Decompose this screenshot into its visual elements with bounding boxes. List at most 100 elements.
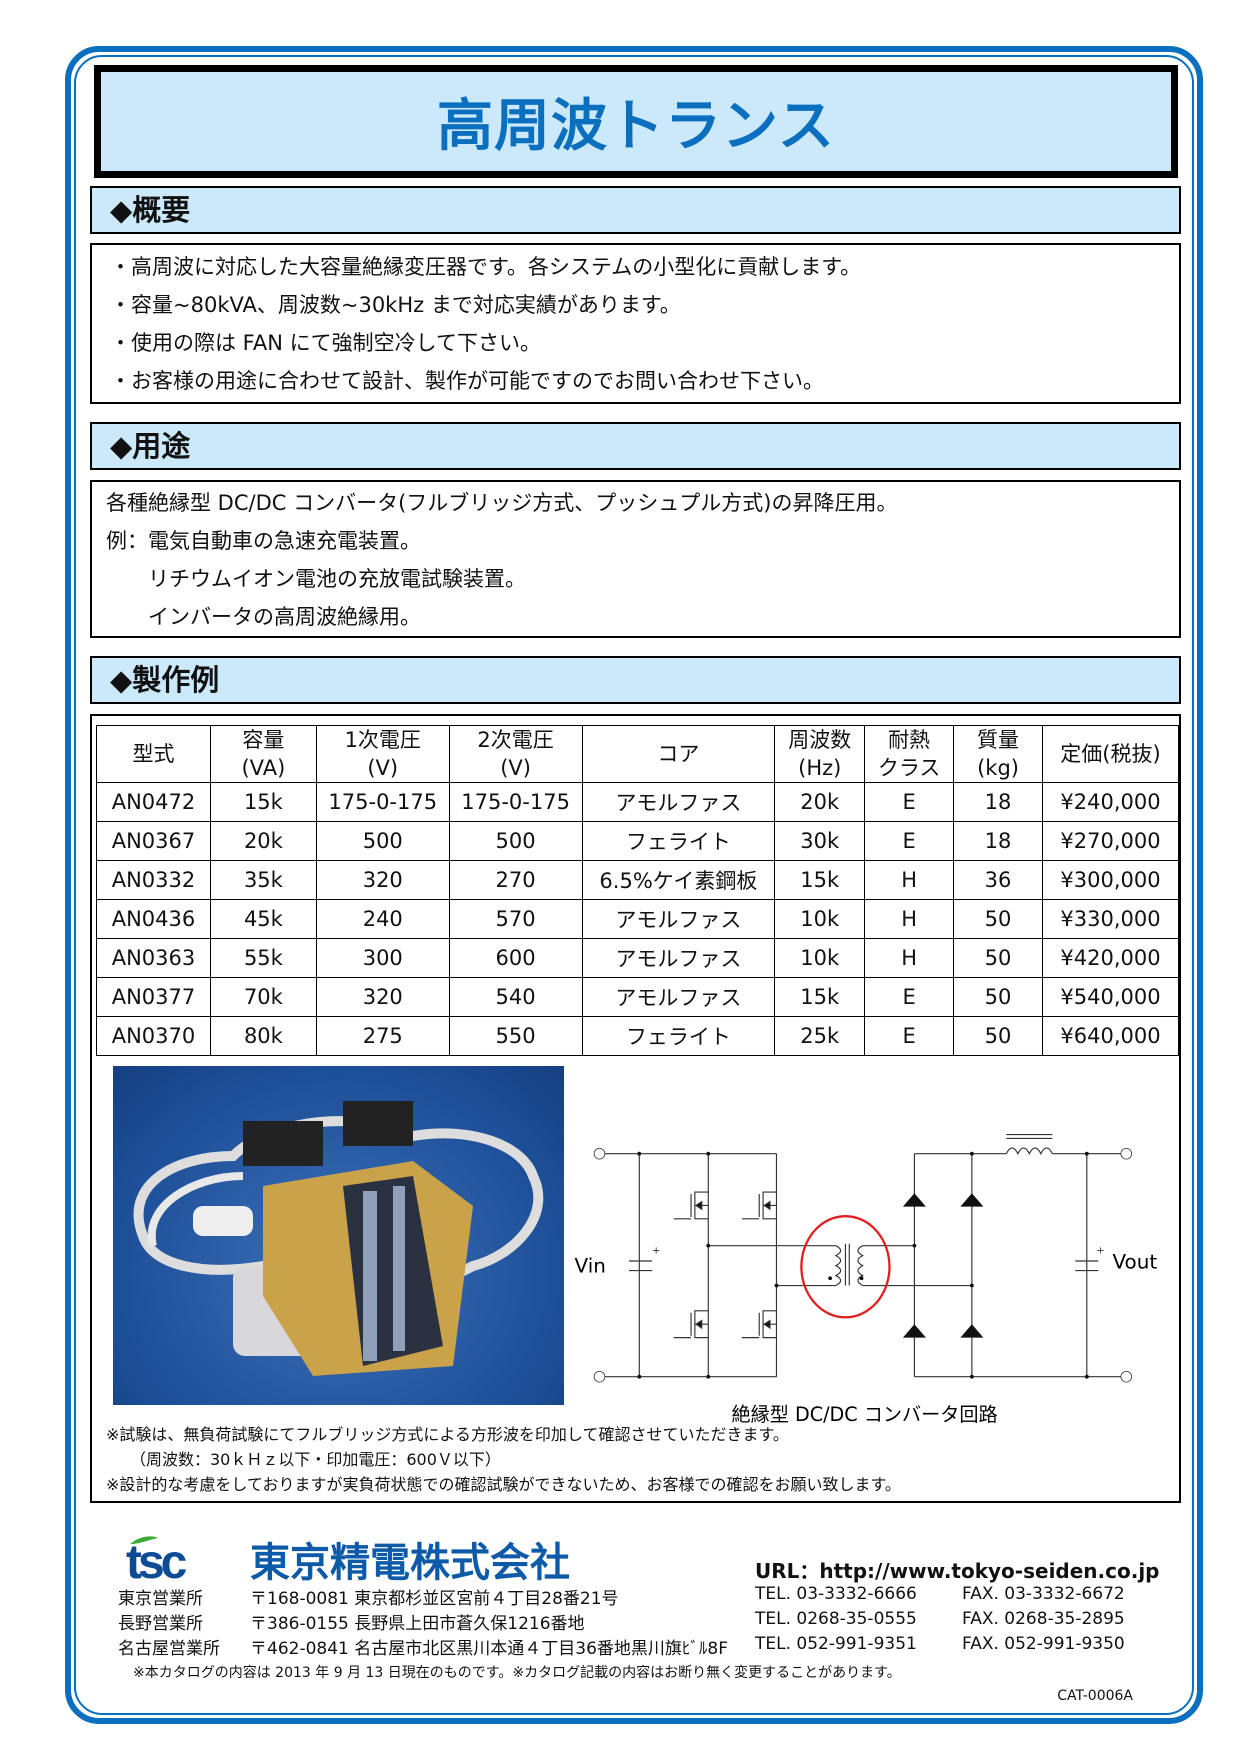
title-box: 高周波トランス <box>94 65 1178 178</box>
table-cell: 55k <box>209 938 317 978</box>
table-cell: ¥240,000 <box>1042 782 1179 822</box>
usage-item: インバータの高周波絶縁用。 <box>106 605 421 629</box>
table-cell: 500 <box>448 821 583 861</box>
table-cell: 25k <box>774 1016 866 1056</box>
catalog-code: CAT-0006A <box>1057 1688 1133 1704</box>
column-header-label: 耐熱 <box>888 728 931 752</box>
table-cell: 80k <box>209 1016 317 1056</box>
column-header-unit: (Hz) <box>798 756 842 780</box>
office-address: 〒168-0081 東京都杉並区宮前４丁目28番21号 <box>250 1589 619 1609</box>
table-cell: 270 <box>448 860 583 900</box>
column-header-unit: (VA) <box>241 756 286 780</box>
page-border <box>65 46 1203 1724</box>
table-cell: 320 <box>315 977 450 1017</box>
table-cell: 175-0-175 <box>315 782 450 822</box>
table-cell: アモルファス <box>581 938 776 978</box>
office-tel: TEL. 03-3332-6666 <box>755 1584 917 1604</box>
test-note-conditions: （周波数：30ｋＨｚ以下・印加電圧：600Ｖ以下） <box>130 1450 501 1469</box>
overview-item: ・使用の際は FAN にて強制空冷して下さい。 <box>110 331 541 355</box>
table-cell: E <box>864 782 955 822</box>
overview-box: ・高周波に対応した大容量絶縁変圧器です。各システムの小型化に貢献します。 ・容量… <box>90 243 1181 404</box>
column-header-label: 質量 <box>977 728 1020 752</box>
company-logo: tsc <box>124 1530 220 1589</box>
table-cell: 175-0-175 <box>448 782 583 822</box>
vin-label: Vin <box>575 1255 606 1278</box>
table-cell: 35k <box>209 860 317 900</box>
transformer-highlight <box>800 1215 891 1319</box>
table-cell: アモルファス <box>581 977 776 1017</box>
table-cell: 550 <box>448 1016 583 1056</box>
table-cell: 20k <box>209 821 317 861</box>
table-cell: フェライト <box>581 1016 776 1056</box>
table-row: AN0436 45k 240 570 アモルファス 10k H 50 ¥330,000 <box>96 899 1179 939</box>
table-cell: 320 <box>315 860 450 900</box>
company-url[interactable]: URL：http://www.tokyo-seiden.co.jp <box>755 1559 1160 1583</box>
column-header-label: 容量 <box>242 728 285 752</box>
table-cell: ¥420,000 <box>1042 938 1179 978</box>
usage-item: 各種絶縁型 DC/DC コンバータ(フルブリッジ方式、プッシュプル方式)の昇降圧… <box>106 491 898 515</box>
table-cell: 15k <box>209 782 317 822</box>
converter-circuit-diagram: + + Vin Vout 絶縁型 DC/DC コンバータ回路 <box>575 1133 1157 1426</box>
table-cell: 6.5%ケイ素鋼板 <box>581 860 776 900</box>
column-header-unit: (V) <box>500 756 531 780</box>
column-header: 周波数 (Hz) <box>774 725 866 783</box>
table-cell: 50 <box>953 1016 1043 1056</box>
company-name: 東京精電株式会社 <box>250 1540 570 1586</box>
table-cell: AN0367 <box>96 821 211 861</box>
svg-text:+: + <box>1096 1245 1104 1256</box>
office-address: 〒386-0155 長野県上田市蒼久保1216番地 <box>250 1614 585 1634</box>
table-cell: 275 <box>315 1016 450 1056</box>
table-cell: ¥300,000 <box>1042 860 1179 900</box>
column-header: 定価(税抜) <box>1042 725 1179 783</box>
overview-item: ・容量~80kVA、周波数~30kHz まで対応実績があります。 <box>110 293 681 317</box>
table-cell: ¥540,000 <box>1042 977 1179 1017</box>
table-cell: H <box>864 899 955 939</box>
table-cell: 570 <box>448 899 583 939</box>
section-examples-heading: ◆製作例 <box>90 656 1181 704</box>
table-cell: アモルファス <box>581 782 776 822</box>
office-tel: TEL. 0268-35-0555 <box>755 1609 917 1629</box>
catalog-disclaimer: ※本カタログの内容は 2013 年 9 月 13 日現在のものです。※カタログ記… <box>133 1665 901 1681</box>
column-header: 2次電圧 (V) <box>448 725 583 783</box>
table-cell: 300 <box>315 938 450 978</box>
usage-item: リチウムイオン電池の充放電試験装置。 <box>106 567 526 591</box>
table-cell: ¥640,000 <box>1042 1016 1179 1056</box>
column-header: 1次電圧 (V) <box>315 725 450 783</box>
table-cell: E <box>864 1016 955 1056</box>
office-fax: FAX. 03-3332-6672 <box>962 1584 1125 1604</box>
column-header-label: コア <box>657 742 700 766</box>
table-cell: AN0363 <box>96 938 211 978</box>
table-cell: H <box>864 860 955 900</box>
transformer-photo <box>113 1066 564 1405</box>
table-cell: 540 <box>448 977 583 1017</box>
table-cell: 15k <box>774 977 866 1017</box>
column-header-label: 定価(税抜) <box>1060 742 1161 766</box>
office-name: 東京営業所 <box>118 1589 203 1609</box>
spec-table: 型式 容量 (VA) 1次電圧 (V) 2次電圧 (V) コア 周波数 (Hz) 耐熱 クラス 質量 (k… <box>96 725 1179 1056</box>
column-header-label: 周波数 <box>788 728 852 752</box>
table-cell: 18 <box>953 782 1043 822</box>
table-cell: 10k <box>774 899 866 939</box>
column-header: 耐熱 クラス <box>864 725 955 783</box>
svg-text:tsc: tsc <box>126 1536 187 1580</box>
vout-label: Vout <box>1112 1251 1157 1274</box>
table-cell: 600 <box>448 938 583 978</box>
page-title: 高周波トランス <box>437 94 835 159</box>
table-cell: AN0332 <box>96 860 211 900</box>
table-cell: E <box>864 821 955 861</box>
usage-item: 例：電気自動車の急速充電装置。 <box>106 529 421 553</box>
table-cell: 36 <box>953 860 1043 900</box>
table-row: AN0363 55k 300 600 アモルファス 10k H 50 ¥420,000 <box>96 938 1179 978</box>
table-cell: 50 <box>953 977 1043 1017</box>
table-cell: AN0472 <box>96 782 211 822</box>
table-cell: ¥330,000 <box>1042 899 1179 939</box>
office-name: 名古屋営業所 <box>118 1639 220 1659</box>
column-header: 容量 (VA) <box>209 725 317 783</box>
table-cell: フェライト <box>581 821 776 861</box>
table-cell: アモルファス <box>581 899 776 939</box>
table-row: AN0370 80k 275 550 フェライト 25k E 50 ¥640,000 <box>96 1016 1179 1056</box>
circuit-caption: 絶縁型 DC/DC コンバータ回路 <box>731 1403 997 1426</box>
column-header: 型式 <box>96 725 211 783</box>
table-cell: 500 <box>315 821 450 861</box>
table-row: AN0367 20k 500 500 フェライト 30k E 18 ¥270,000 <box>96 821 1179 861</box>
